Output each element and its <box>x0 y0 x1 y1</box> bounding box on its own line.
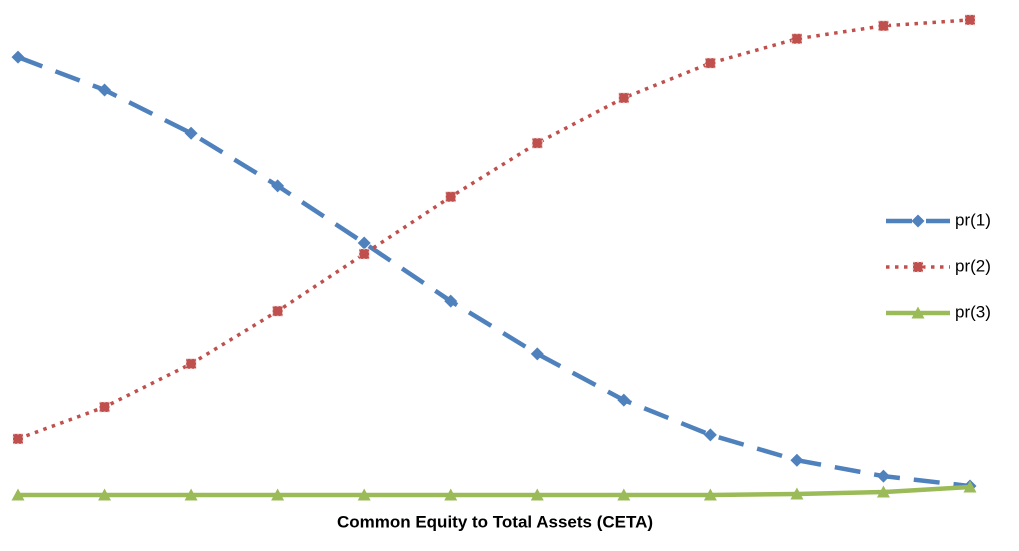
marker-diamond <box>876 469 890 483</box>
marker-diamond <box>184 126 198 140</box>
marker-diamond <box>11 50 25 64</box>
marker-square <box>531 137 543 149</box>
legend-marker <box>911 214 925 228</box>
marker-diamond <box>790 453 804 467</box>
marker-square <box>445 191 457 203</box>
marker-diamond <box>98 83 112 97</box>
marker-square <box>185 358 197 370</box>
marker-triangle <box>184 488 198 501</box>
marker-triangle <box>357 488 371 501</box>
legend-label: pr(1) <box>955 210 991 229</box>
marker-triangle <box>790 487 804 500</box>
series-line <box>18 484 971 498</box>
marker-square <box>358 248 370 260</box>
legend-marker <box>911 306 925 319</box>
legend-marker <box>912 261 924 273</box>
marker-square <box>618 92 630 104</box>
marker-square <box>791 33 803 45</box>
marker-triangle <box>98 488 112 501</box>
x-axis-label: Common Equity to Total Assets (CETA) <box>337 512 653 531</box>
marker-square <box>99 401 111 413</box>
marker-diamond <box>444 294 458 308</box>
marker-triangle <box>876 485 890 498</box>
marker-square <box>704 57 716 69</box>
marker-triangle <box>271 488 285 501</box>
marker-square <box>12 433 24 445</box>
marker-diamond <box>357 236 371 250</box>
legend-label: pr(2) <box>955 256 991 275</box>
marker-triangle <box>617 488 631 501</box>
series-line <box>17 55 971 489</box>
marker-diamond <box>530 347 544 361</box>
marker-triangle <box>530 488 544 501</box>
marker-triangle <box>11 488 25 501</box>
marker-triangle <box>963 480 977 493</box>
marker-diamond <box>271 179 285 193</box>
marker-diamond <box>617 393 631 407</box>
marker-triangle <box>703 488 717 501</box>
marker-diamond <box>703 428 717 442</box>
marker-square <box>272 305 284 317</box>
legend-label: pr(3) <box>955 302 991 321</box>
marker-square <box>964 14 976 26</box>
series-line <box>17 18 971 441</box>
marker-square <box>877 20 889 32</box>
marker-triangle <box>444 488 458 501</box>
